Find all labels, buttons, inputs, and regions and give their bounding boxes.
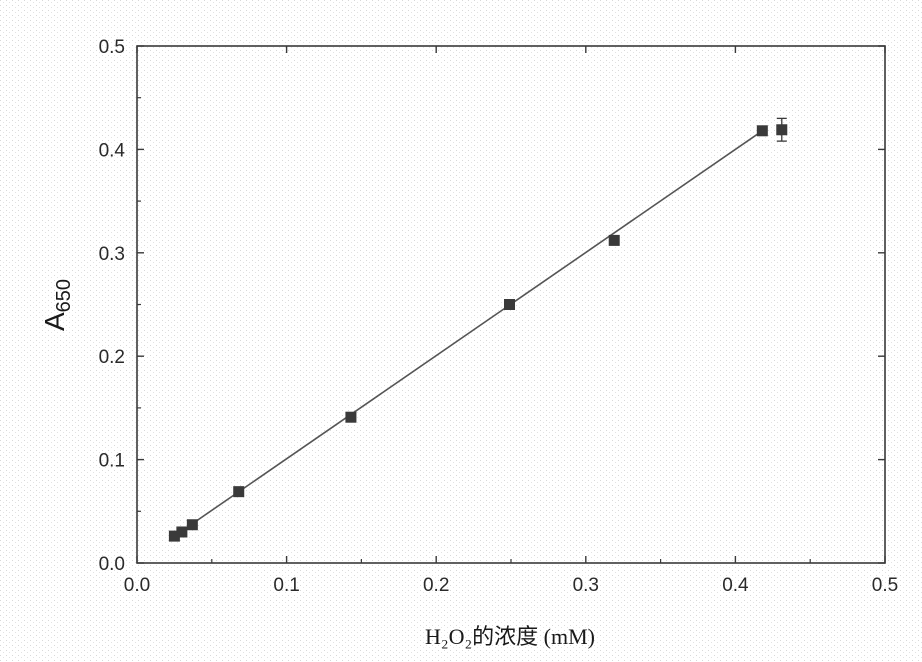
data-point xyxy=(608,234,620,246)
y-tick-label: 0.2 xyxy=(99,347,125,368)
fit-line xyxy=(173,130,763,537)
y-tick-label: 0.1 xyxy=(99,451,125,472)
x-tick-label: 0.1 xyxy=(273,575,299,596)
x-tick-label: 0.4 xyxy=(722,575,749,596)
y-tick-label: 0.3 xyxy=(99,244,125,265)
plot-area xyxy=(136,45,886,564)
data-point xyxy=(345,411,357,423)
x-tick-label: 0.0 xyxy=(124,575,150,596)
x-axis-label: H₂O₂的浓度 (mM) xyxy=(425,624,595,649)
data-point xyxy=(168,530,180,542)
x-tick-label: 0.2 xyxy=(423,575,449,596)
y-tick-label: 0.0 xyxy=(99,554,125,575)
data-point xyxy=(176,526,188,538)
y-axis-label: A650 xyxy=(39,279,75,331)
data-point xyxy=(233,486,245,498)
data-point xyxy=(756,125,768,137)
data-point xyxy=(186,519,198,531)
x-tick-labels: 0.0 0.1 0.2 0.3 0.4 0.5 xyxy=(124,575,898,596)
y-axis-label-main: A xyxy=(39,312,70,331)
y-tick-label: 0.5 xyxy=(99,37,125,58)
data-point xyxy=(504,299,516,310)
data-point xyxy=(776,124,788,136)
y-tick-labels: 0.0 0.1 0.2 0.3 0.4 0.5 xyxy=(99,37,126,575)
y-tick-label: 0.4 xyxy=(99,140,126,161)
x-tick-label: 0.5 xyxy=(872,575,898,596)
y-axis-label-sub: 650 xyxy=(53,279,75,312)
x-tick-label: 0.3 xyxy=(573,575,599,596)
